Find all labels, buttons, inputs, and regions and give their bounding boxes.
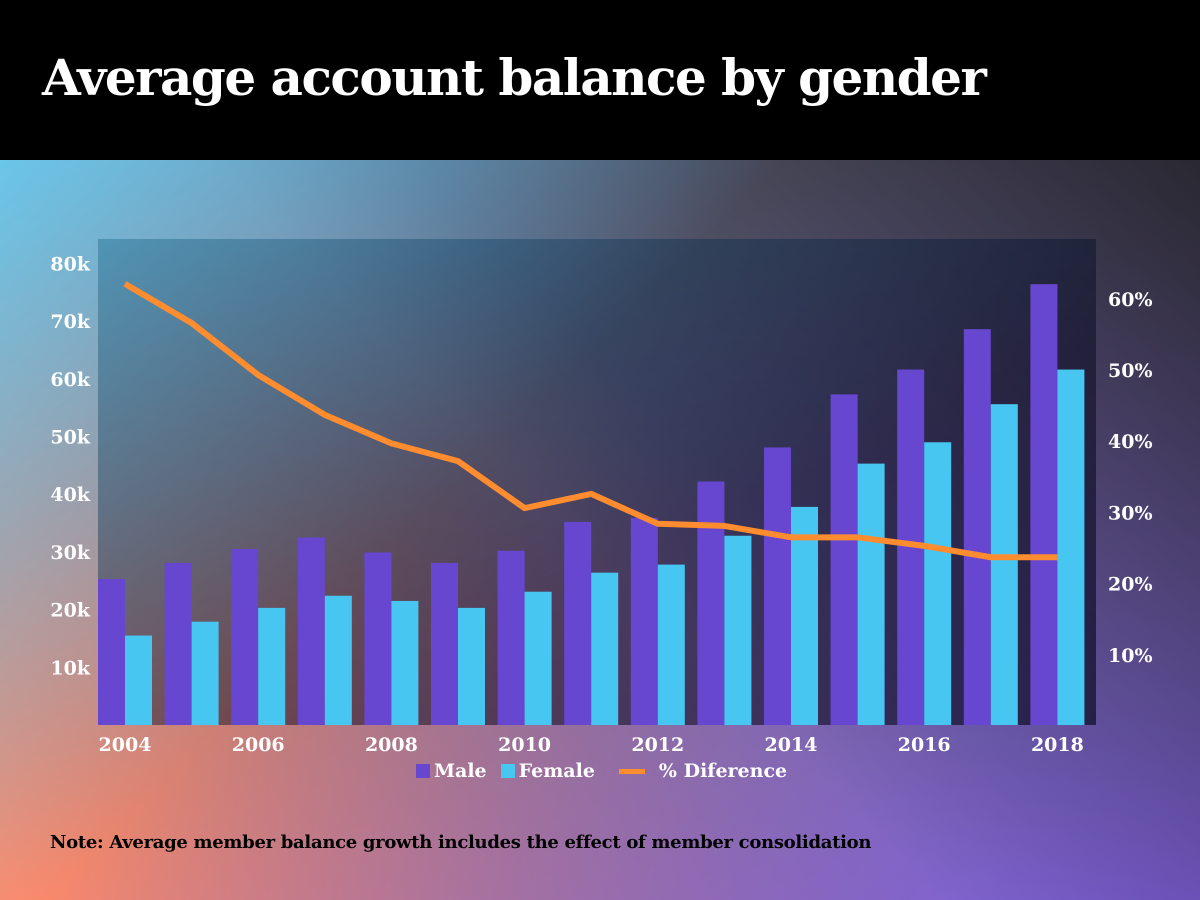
x-tick-label: 2014 <box>765 734 818 756</box>
right-tick-label: 30% <box>1108 502 1153 524</box>
bar-male-2010 <box>497 550 525 725</box>
left-tick-label: 20k <box>50 600 90 622</box>
legend-diff-label: % Diference <box>658 760 788 782</box>
x-tick-label: 2008 <box>365 734 418 756</box>
x-tick-label: 2004 <box>99 734 152 756</box>
bar-male-2005 <box>164 562 192 725</box>
bar-female-2012 <box>657 564 685 725</box>
bar-male-2011 <box>564 521 592 725</box>
bar-female-2008 <box>391 600 419 725</box>
x-tick-label: 2016 <box>898 734 951 756</box>
bar-male-2012 <box>630 517 658 725</box>
diff-line-swatch <box>618 768 645 774</box>
bar-female-2016 <box>924 442 952 725</box>
left-tick-label: 30k <box>50 542 90 564</box>
bar-female-2011 <box>591 572 619 725</box>
left-tick-label: 60k <box>50 369 90 391</box>
bar-male-2008 <box>364 552 392 725</box>
right-tick-label: 60% <box>1108 289 1153 311</box>
bar-female-2005 <box>191 621 219 725</box>
male-swatch <box>416 764 430 778</box>
bar-male-2015 <box>830 394 858 725</box>
right-tick-label: 40% <box>1108 431 1153 453</box>
bar-female-2014 <box>791 506 818 725</box>
bar-female-2006 <box>258 607 286 725</box>
bar-female-2017 <box>990 404 1018 725</box>
bar-female-2015 <box>857 463 885 725</box>
x-tick-label: 2012 <box>631 734 684 756</box>
legend: Male Female % Diference <box>416 760 801 782</box>
bar-male-2018 <box>1030 284 1058 725</box>
right-tick-label: 50% <box>1108 360 1153 382</box>
left-tick-label: 10k <box>50 657 90 679</box>
right-tick-label: 10% <box>1108 645 1153 667</box>
left-tick-label: 70k <box>50 311 90 333</box>
title-bar: Average account balance by gender <box>0 0 1200 160</box>
bar-female-2007 <box>324 595 352 725</box>
bar-male-2009 <box>431 562 458 725</box>
left-tick-label: 80k <box>50 253 90 275</box>
bar-female-2004 <box>125 635 152 725</box>
right-tick-label: 20% <box>1108 574 1153 596</box>
x-tick-label: 2006 <box>232 734 285 756</box>
footnote: Note: Average member balance growth incl… <box>50 832 872 853</box>
chart-title: Average account balance by gender <box>42 48 987 107</box>
x-tick-label: 2018 <box>1031 734 1084 756</box>
legend-male-label: Male <box>434 760 487 782</box>
bar-female-2013 <box>724 535 752 725</box>
bar-male-2017 <box>963 329 991 725</box>
legend-diff: % Diference <box>609 760 787 782</box>
female-swatch <box>500 764 515 778</box>
bar-male-2007 <box>297 537 325 725</box>
bar-male-2004 <box>98 579 125 725</box>
x-tick-label: 2010 <box>498 734 551 756</box>
legend-female: Female <box>500 760 595 782</box>
bar-female-2009 <box>458 607 485 725</box>
bar-female-2010 <box>524 591 552 725</box>
bar-male-2014 <box>764 447 791 725</box>
bar-male-2006 <box>231 549 259 725</box>
bar-male-2013 <box>697 481 725 725</box>
bar-female-2018 <box>1057 369 1085 725</box>
legend-male: Male <box>416 760 487 782</box>
left-tick-label: 40k <box>50 484 90 506</box>
left-tick-label: 50k <box>50 427 90 449</box>
legend-female-label: Female <box>518 760 595 782</box>
